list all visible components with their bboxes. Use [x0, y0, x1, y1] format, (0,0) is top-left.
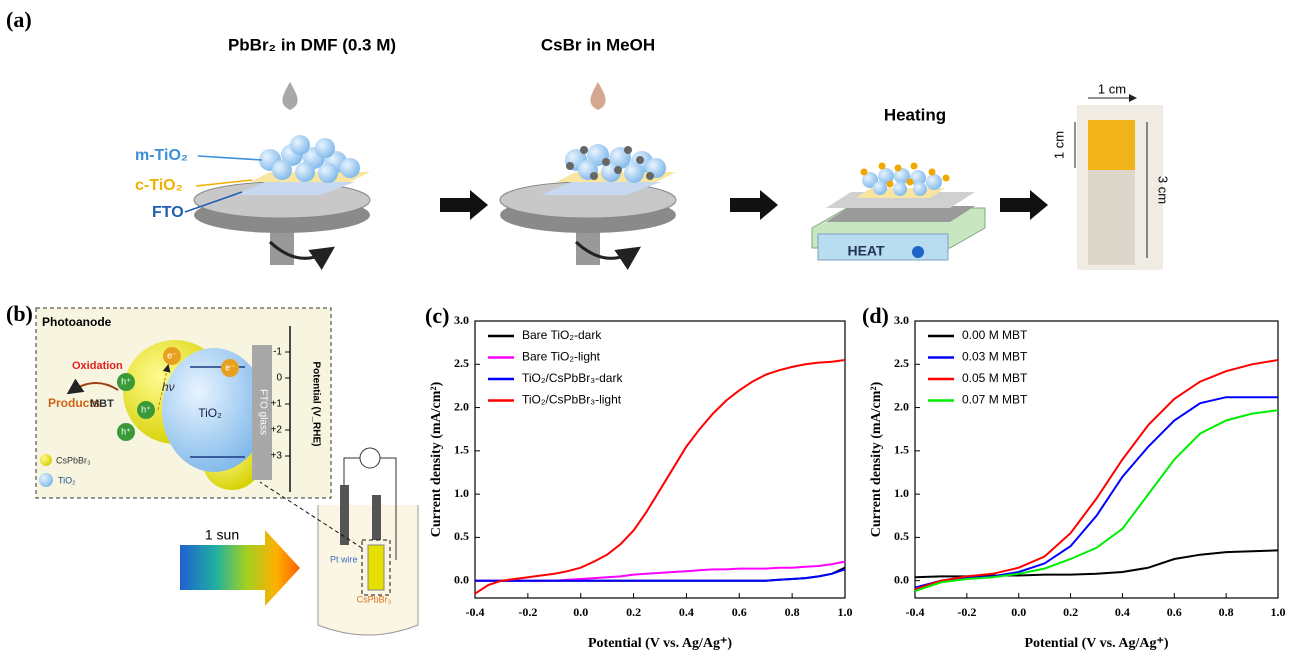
legend-label: Bare TiO₂-light	[522, 350, 601, 364]
y-axis-label: Current density (mA/cm²)	[869, 381, 884, 537]
heating-label: Heating	[884, 105, 946, 124]
y-tick-label: 2.5	[894, 356, 909, 370]
x-tick-label: 0.4	[1115, 605, 1130, 619]
legend-label: TiO₂	[58, 475, 76, 485]
x-tick-label: 1.0	[838, 605, 853, 619]
dimension-label: 3 cm	[1156, 176, 1171, 204]
potential-tick-label: +3	[271, 451, 283, 462]
spin-coater	[500, 144, 676, 265]
potential-tick-label: +2	[271, 425, 283, 436]
x-tick-label: 1.0	[1271, 605, 1286, 619]
x-tick-label: 0.6	[1167, 605, 1182, 619]
electron-label: e⁻	[225, 362, 235, 372]
electrode-label: CsPbBr₃	[357, 594, 392, 604]
panel-label: (b)	[6, 301, 33, 326]
series-line	[915, 550, 1278, 577]
y-tick-label: 0.5	[894, 529, 909, 543]
y-tick-label: 0.0	[454, 572, 469, 586]
hole-label: h⁺	[141, 404, 151, 414]
charts: -0.4 -0.2 0.0 0.2 0.4 0.6 0.8 1.0 0.0 0.5 1.0 1.5 2.…	[425, 303, 1286, 651]
series-line	[475, 569, 845, 580]
y-tick-label: 2.0	[454, 399, 469, 413]
y-tick-label: 1.0	[454, 486, 469, 500]
inset-title: Photoanode	[42, 315, 112, 329]
x-tick-label: 0.8	[1219, 605, 1234, 619]
x-axis-label: Potential (V vs. Ag/Ag⁺)	[1024, 636, 1168, 651]
legend-label: TiO₂/CsPbBr₃-dark	[522, 371, 623, 385]
pt-wire-label: Pt wire	[330, 554, 358, 564]
y-tick-label: 0.5	[454, 529, 469, 543]
x-tick-label: 0.0	[573, 605, 588, 619]
hole-label: h⁺	[121, 426, 131, 436]
electron-label: e⁻	[167, 350, 177, 360]
y-tick-label: 3.0	[894, 313, 909, 327]
layer-label: c-TiO₂	[135, 177, 183, 194]
dimension-label: 1 cm	[1098, 81, 1126, 96]
step-title: PbBr₂ in DMF (0.3 M)	[228, 35, 396, 54]
oxidation-label: Oxidation	[72, 360, 123, 372]
y-tick-label: 2.0	[894, 399, 909, 413]
x-tick-label: -0.2	[957, 605, 976, 619]
dimension-label: 1 cm	[1051, 131, 1066, 159]
x-tick-label: 0.6	[732, 605, 747, 619]
layer-label: m-TiO₂	[135, 147, 188, 164]
x-axis-label: Potential (V vs. Ag/Ag⁺)	[588, 636, 732, 651]
y-tick-label: 1.0	[894, 486, 909, 500]
x-tick-label: -0.2	[518, 605, 537, 619]
y-tick-label: 0.0	[894, 572, 909, 586]
potential-tick-label: -1	[273, 347, 282, 358]
potential-label: Potential (V_RHE)	[310, 361, 321, 446]
legend-label: Bare TiO₂-dark	[522, 328, 602, 342]
potential-tick-label: 0	[276, 373, 282, 384]
figure: (a) PbBr₂ in DMF (0.3 M) CsBr in MeOH m-…	[0, 0, 1289, 655]
droplet	[590, 82, 605, 110]
hot-plate	[812, 163, 985, 261]
y-tick-label: 1.5	[454, 443, 469, 457]
series-line	[915, 410, 1278, 591]
y-tick-label: 1.5	[894, 443, 909, 457]
legend-label: 0.07 M MBT	[962, 393, 1028, 407]
pointer	[198, 156, 262, 160]
legend-label: TiO₂/CsPbBr₃-light	[522, 393, 622, 407]
heat-label: HEAT	[847, 243, 885, 259]
y-axis-label: Current density (mA/cm²)	[429, 381, 444, 537]
step-title: CsBr in MeOH	[541, 35, 655, 54]
x-tick-label: 0.8	[785, 605, 800, 619]
y-tick-label: 3.0	[454, 313, 469, 327]
light-arrow	[180, 530, 300, 606]
legend-label: CsPbBr₃	[56, 455, 91, 465]
x-tick-label: 0.2	[626, 605, 641, 619]
sun-label: 1 sun	[205, 527, 239, 543]
legend-label: 0.05 M MBT	[962, 371, 1028, 385]
mbt-label: MBT	[90, 398, 114, 410]
x-tick-label: 0.4	[679, 605, 694, 619]
sample-photo	[1075, 98, 1163, 270]
panel-label: (c)	[425, 303, 449, 328]
layer-label: FTO	[152, 204, 184, 221]
legend-symbol	[40, 454, 52, 466]
tio2-label: TiO₂	[198, 406, 222, 420]
series-line	[915, 397, 1278, 587]
legend-label: 0.03 M MBT	[962, 350, 1028, 364]
x-tick-label: -0.4	[906, 605, 925, 619]
legend-symbol	[39, 473, 53, 487]
droplet	[282, 82, 297, 110]
panel-label: (d)	[862, 303, 889, 328]
hv-label: hν	[162, 380, 175, 394]
legend-label: 0.00 M MBT	[962, 328, 1028, 342]
hole-label: h⁺	[121, 376, 131, 386]
fto-label: FTO glass	[257, 389, 268, 435]
x-tick-label: -0.4	[466, 605, 485, 619]
x-tick-label: 0.2	[1063, 605, 1078, 619]
panel-label: (a)	[6, 7, 32, 32]
y-tick-label: 2.5	[454, 356, 469, 370]
potential-tick-label: +1	[271, 399, 283, 410]
x-tick-label: 0.0	[1011, 605, 1026, 619]
